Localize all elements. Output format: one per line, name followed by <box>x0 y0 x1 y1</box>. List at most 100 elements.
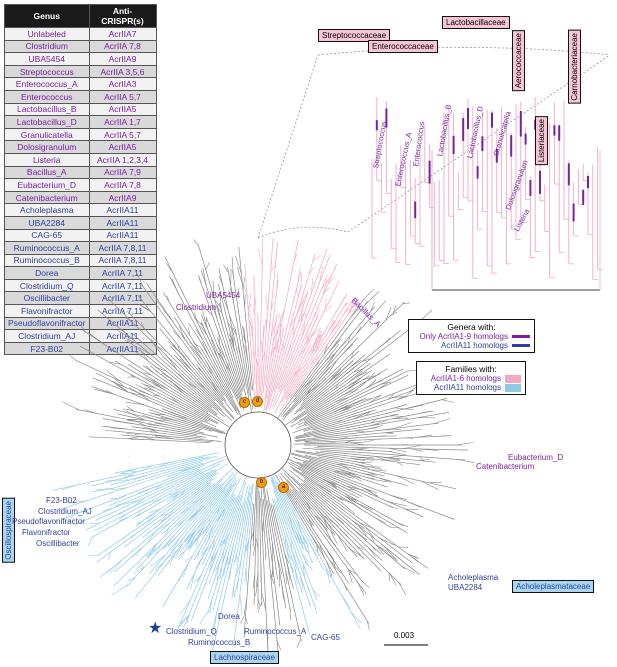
tree-branch <box>370 417 379 424</box>
genus-cell: Oscillibacter <box>4 291 90 306</box>
tree-branch <box>202 267 207 286</box>
tree-branch <box>265 296 269 310</box>
tree-branch <box>325 297 327 309</box>
tree-branch <box>311 278 313 294</box>
tree-branch <box>205 324 209 331</box>
tree-branch <box>109 461 203 490</box>
tree-branch <box>160 523 170 530</box>
tree-branch <box>97 472 219 557</box>
tree-branch <box>393 305 397 313</box>
tree-branch <box>304 333 313 345</box>
tree-branch <box>84 409 98 414</box>
tree-branch <box>164 256 231 390</box>
genus-cell: Catenibacterium <box>4 190 90 205</box>
tree-branch <box>126 408 203 431</box>
tree-branch <box>331 320 336 333</box>
tree-branch <box>155 543 162 555</box>
tree-branch <box>143 372 152 376</box>
genus-cell: Listeria <box>4 152 90 167</box>
tree-branch <box>317 456 383 470</box>
tree-branch <box>370 301 375 312</box>
tree-branch <box>351 519 365 529</box>
inset-tree <box>371 97 603 291</box>
tree-branch <box>213 304 218 319</box>
tree-branch <box>380 456 400 461</box>
tree-branch <box>181 335 189 345</box>
tree-branch <box>138 304 150 311</box>
tree-branch <box>137 294 223 402</box>
tree-branch <box>204 519 213 533</box>
header-acr: Anti-CRISPR(s) <box>88 4 157 28</box>
tree-branch <box>208 561 215 572</box>
tree-branch <box>333 420 343 423</box>
tree-branch <box>143 426 158 431</box>
tree-branches <box>52 237 475 655</box>
tree-branch <box>295 531 304 544</box>
tree-branch <box>334 382 340 390</box>
tree-branch <box>280 343 340 417</box>
tree-branch <box>210 550 219 563</box>
tree-branch <box>200 346 242 417</box>
genus-cell: Clostridium_AJ <box>4 329 90 343</box>
tree-branch <box>292 468 344 505</box>
tree-branch <box>235 255 242 274</box>
tree-branch <box>155 369 167 379</box>
tree-branch <box>273 263 338 408</box>
tree-branch <box>131 547 142 558</box>
tree-branch <box>329 482 335 486</box>
tree-branch <box>236 559 242 577</box>
tree-branch <box>347 299 355 315</box>
tree-branch <box>326 534 337 547</box>
tree-branch <box>303 409 377 432</box>
tree-branch <box>300 272 303 290</box>
tree-branch <box>189 484 233 550</box>
label-cag-65: CAG-65 <box>311 633 340 642</box>
tree-branch <box>121 329 128 335</box>
tree-branch <box>166 490 182 503</box>
tree-branch <box>139 386 211 422</box>
tree-branch <box>97 309 226 418</box>
tree-branch <box>396 461 404 466</box>
tree-branch <box>176 418 189 423</box>
tree-branch <box>345 377 362 391</box>
tree-branch <box>348 569 353 584</box>
tree-branch <box>239 538 243 556</box>
label-ruminococcus-a: Ruminococcus_A <box>244 627 307 636</box>
tree-branch <box>218 352 226 365</box>
label-ruminococcus-b: Ruminococcus_B <box>188 638 251 647</box>
tree-branch <box>297 267 301 284</box>
tree-branch <box>164 534 179 549</box>
tree-branch <box>138 347 151 355</box>
node-d: d <box>252 396 263 407</box>
tree-branch <box>127 391 147 397</box>
tree-branch <box>299 465 363 497</box>
tree-branch <box>248 303 251 316</box>
label-acholeplasma: Acholeplasma <box>448 573 499 582</box>
tree-branch <box>285 293 348 399</box>
tree-branch <box>388 455 405 458</box>
tree-branch <box>154 561 165 571</box>
tree-branch <box>257 249 263 266</box>
tree-branch <box>288 515 295 533</box>
tree-branch <box>155 299 166 312</box>
tree-branch <box>130 374 143 381</box>
tree-branch <box>127 310 216 402</box>
table-row: Lactobacillus_D AcrIIA 1,7 <box>4 115 157 129</box>
tree-branch <box>328 389 343 399</box>
tree-branch <box>342 404 352 411</box>
tree-branch <box>352 410 372 420</box>
tree-branch <box>61 485 76 491</box>
tree-branch <box>193 317 203 326</box>
tree-branch <box>401 565 415 574</box>
tree-branch <box>146 509 159 520</box>
tree-branch <box>346 485 364 491</box>
tree-branch <box>147 545 160 559</box>
tree-branch <box>260 478 267 557</box>
tree-branch <box>143 387 155 392</box>
tree-branch <box>218 268 246 387</box>
tree-branch <box>212 280 215 298</box>
tree-branch <box>107 298 223 411</box>
tree-branch <box>328 339 341 353</box>
tree-branch <box>110 427 128 430</box>
